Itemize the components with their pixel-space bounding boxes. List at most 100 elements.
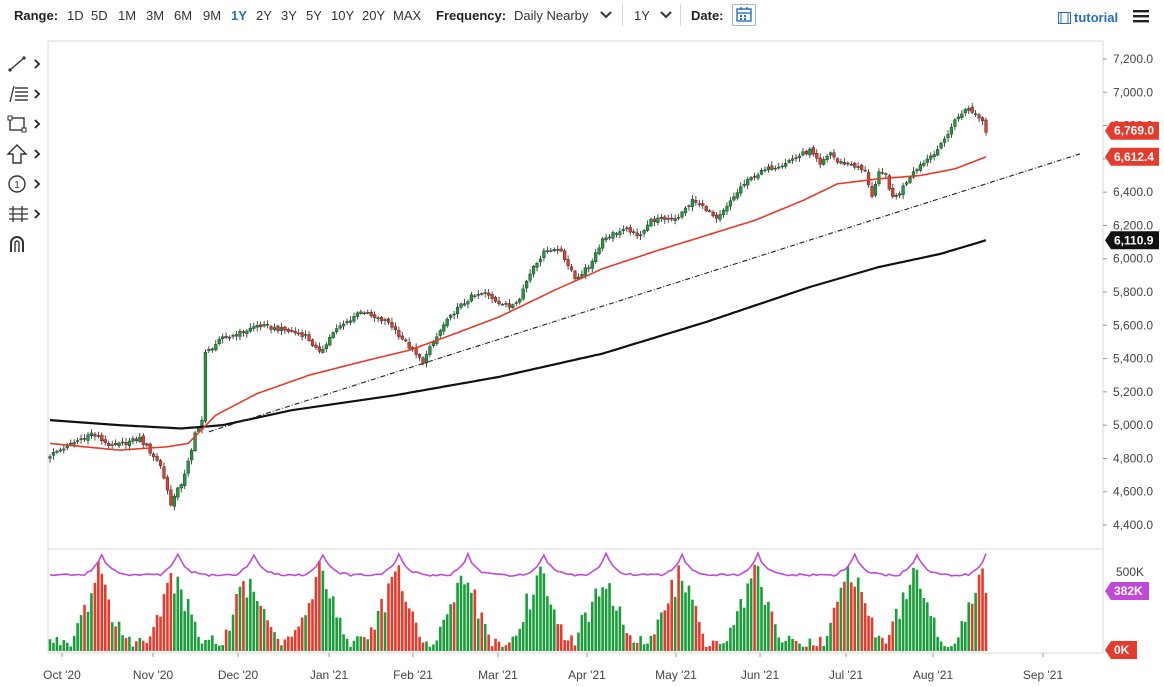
volume-bar[interactable] [290,636,294,651]
candle-body[interactable] [393,326,397,331]
candle-body[interactable] [870,185,874,197]
volume-bar[interactable] [711,640,715,651]
candle-body[interactable] [124,442,128,445]
volume-bar[interactable] [490,646,494,651]
candle-body[interactable] [974,113,978,116]
candle-body[interactable] [763,169,767,172]
candle-body[interactable] [891,187,895,197]
range-6m[interactable]: 6M [174,8,193,23]
volume-bar[interactable] [936,636,939,651]
candle-body[interactable] [794,157,798,159]
volume-bar[interactable] [894,608,898,651]
volume-bar[interactable] [787,635,791,651]
candle-body[interactable] [949,126,954,135]
frequency-select[interactable]: Daily Nearby [514,8,589,23]
candle-body[interactable] [846,162,850,165]
volume-bar[interactable] [812,645,815,651]
candle-body[interactable] [828,152,833,156]
candle-body[interactable] [431,342,435,346]
range-3y[interactable]: 3Y [281,8,297,23]
candle-body[interactable] [656,217,660,223]
volume-bar[interactable] [666,603,670,651]
volume-bar[interactable] [287,636,290,651]
candle-body[interactable] [925,158,929,163]
volume-bar[interactable] [970,603,974,651]
candle-body[interactable] [424,354,429,364]
volume-bar[interactable] [653,634,656,651]
volume-bar[interactable] [338,617,342,651]
candle-body[interactable] [518,299,522,303]
candle-body[interactable] [777,166,781,169]
candle-body[interactable] [566,259,570,267]
volume-bar[interactable] [957,637,960,651]
volume-bar[interactable] [701,633,705,651]
candle-body[interactable] [984,119,988,133]
candle-body[interactable] [880,172,884,174]
candle-body[interactable] [86,434,90,441]
candle-body[interactable] [563,250,567,260]
volume-bar[interactable] [863,603,867,651]
volume-bar[interactable] [608,583,611,651]
range-10y[interactable]: 10Y [331,8,355,23]
candle-body[interactable] [131,438,135,442]
volume-bar[interactable] [919,588,922,651]
candle-body[interactable] [379,316,384,322]
volume-bar[interactable] [421,642,425,651]
volume-bar[interactable] [387,583,390,651]
volume-bar[interactable] [622,624,625,651]
candle-body[interactable] [708,210,712,213]
candle-body[interactable] [158,460,163,466]
candle-body[interactable] [214,344,218,351]
candle-body[interactable] [348,320,353,323]
volume-bar[interactable] [514,635,518,651]
volume-bar[interactable] [898,618,901,651]
volume-bar[interactable] [801,646,805,651]
volume-bar[interactable] [704,646,708,651]
candle-body[interactable] [89,432,94,436]
candle-body[interactable] [956,116,960,120]
volume-bar[interactable] [856,577,860,651]
candle-body[interactable] [652,218,657,223]
volume-bar[interactable] [746,583,749,651]
range-2y[interactable]: 2Y [256,8,272,23]
volume-bar[interactable] [573,645,577,651]
volume-bar[interactable] [725,641,729,651]
volume-bar[interactable] [414,622,418,651]
candle-body[interactable] [276,325,280,332]
volume-bar[interactable] [891,621,895,651]
candle-body[interactable] [469,294,473,302]
volume-bar[interactable] [618,606,622,651]
volume-bar[interactable] [283,639,287,651]
candle-body[interactable] [666,218,670,220]
candle-body[interactable] [383,319,387,321]
volume-bar[interactable] [853,586,857,651]
volume-bar[interactable] [155,615,159,651]
candle-body[interactable] [929,155,933,160]
candle-body[interactable] [835,158,840,163]
volume-bar[interactable] [832,607,836,651]
candle-body[interactable] [611,232,615,239]
volume-bar[interactable] [276,638,280,651]
volume-bar[interactable] [825,636,829,651]
candle-body[interactable] [362,312,366,315]
volume-bar[interactable] [736,611,739,651]
candle-body[interactable] [459,303,463,308]
volume-bar[interactable] [597,596,601,651]
candle-body[interactable] [438,330,442,336]
candle-body[interactable] [639,234,643,236]
candle-body[interactable] [663,216,667,220]
candle-body[interactable] [307,334,311,341]
candle-body[interactable] [293,330,297,334]
volume-bar[interactable] [563,640,566,651]
candle-body[interactable] [683,207,688,214]
volume-bar[interactable] [373,629,376,651]
volume-bar[interactable] [470,592,473,651]
candle-body[interactable] [511,304,515,308]
candle-body[interactable] [127,440,132,447]
volume-bar[interactable] [259,605,262,651]
volume-bar[interactable] [152,626,155,651]
rectangle-tool-icon[interactable] [4,112,44,136]
volume-bar[interactable] [694,605,698,651]
volume-bar[interactable] [304,615,307,651]
candle-body[interactable] [376,317,380,320]
